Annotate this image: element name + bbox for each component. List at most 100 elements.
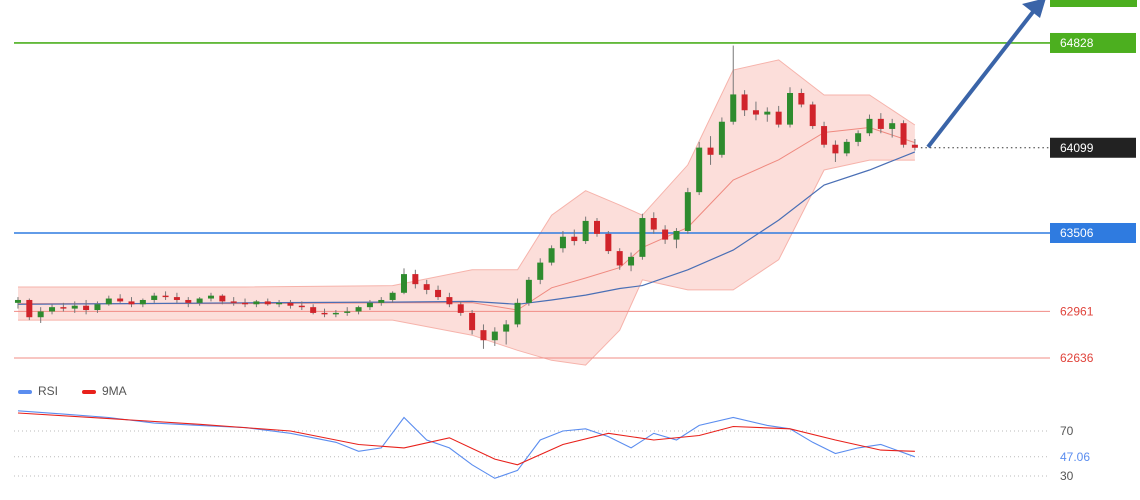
candle-body [752,110,759,115]
candle-body [276,302,283,305]
candle-body [207,295,214,299]
candle-body [423,284,430,290]
candle-body [616,251,623,266]
candle-body [332,312,339,315]
level-label-box [1050,137,1136,158]
level-label-box [1050,222,1136,243]
candle-body [400,274,407,293]
candle-body [321,312,328,315]
candle-body [446,297,453,305]
band-middle [18,126,916,311]
band-area [18,59,915,366]
candle-body [287,302,294,306]
candle-body [764,111,771,115]
band-lower [18,159,915,366]
legend-swatch [18,390,32,394]
level-label: 62961 [1060,304,1094,318]
candle-body [242,302,249,305]
candle-body [503,324,510,332]
candle-body [117,298,124,302]
price-panel: 64828 64099 63506 62961 62636 [14,32,1136,366]
candle-body [185,299,192,303]
candle-body [696,147,703,193]
candle-body [707,147,714,155]
candle-body [684,192,691,231]
legend-label: 9MA [102,384,127,398]
candle-body [435,289,442,298]
moving-average [17,151,916,305]
candle-body [877,118,884,129]
candle-body [49,307,56,312]
candle-body [571,236,578,242]
candle-body [787,92,794,125]
candle-body [889,123,896,129]
candle-body [832,144,839,154]
candle-body [775,111,782,125]
candle-body [378,299,385,303]
candle-body [105,298,112,305]
candle-body [900,123,907,145]
level-label: 63506 [1060,226,1094,240]
candle-body [673,230,680,240]
candle-body [866,118,873,134]
arrow-head [1022,0,1046,18]
candle-body [525,279,532,303]
candle-body [14,299,21,303]
candle-body [843,141,850,154]
candle-body [491,331,498,341]
candle-body [366,302,373,308]
candle-body [94,304,101,311]
rsi-line [17,412,915,466]
legend-label: RSI [38,384,58,398]
candle-body [741,94,748,111]
candle-body [718,121,725,155]
legend-swatch [82,390,96,394]
candle-body [855,133,862,142]
candle-body [730,94,737,122]
candle-body [26,299,33,318]
candle-body [605,233,612,252]
candle-body [582,220,589,242]
level-label-box [1050,32,1136,53]
candle-body [821,126,828,145]
level-label: 62636 [1060,351,1094,365]
candle-body [128,301,135,305]
band-upper [18,59,916,288]
forecast-arrow [926,6,1038,149]
candle-body [83,305,90,311]
candle-body [662,229,669,240]
level-label: 64828 [1060,36,1094,50]
candle-body [298,305,305,308]
candle-body [162,295,169,298]
candle-body [650,218,657,230]
candle-body [639,218,646,257]
candle-body [798,92,805,105]
y-tick-label: 30 [1060,469,1074,483]
y-tick-label: 70 [1060,424,1074,438]
rsi-panel: 70 30 47.06 RSI 9MA [14,384,1090,483]
candle-body [344,311,351,313]
candle-body [480,330,487,341]
candle-body [628,256,635,266]
candle-body [219,295,226,302]
candle-body [151,295,158,300]
candle-body [537,262,544,280]
candle-body [469,312,476,331]
candle-body [593,220,600,234]
level-label: 64099 [1060,141,1094,155]
candle-body [809,104,816,127]
candle-body [139,299,146,305]
candle-body [253,301,260,305]
candle-body [514,302,521,325]
candle-body [389,292,396,300]
candle-body [37,311,44,318]
candle-body [173,297,180,300]
target-box [1050,0,1137,7]
candle-body [71,305,78,309]
candle-body [355,307,362,312]
candle-body [264,301,271,305]
current-label: 47.06 [1060,450,1090,464]
candle-body [412,274,419,285]
candle-body [60,307,67,309]
